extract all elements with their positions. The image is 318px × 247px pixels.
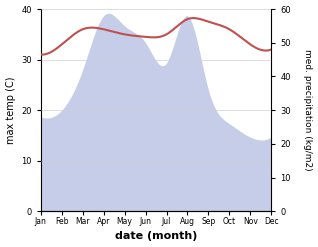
Y-axis label: med. precipitation (kg/m2): med. precipitation (kg/m2) xyxy=(303,49,313,171)
X-axis label: date (month): date (month) xyxy=(115,231,197,242)
Y-axis label: max temp (C): max temp (C) xyxy=(5,76,16,144)
